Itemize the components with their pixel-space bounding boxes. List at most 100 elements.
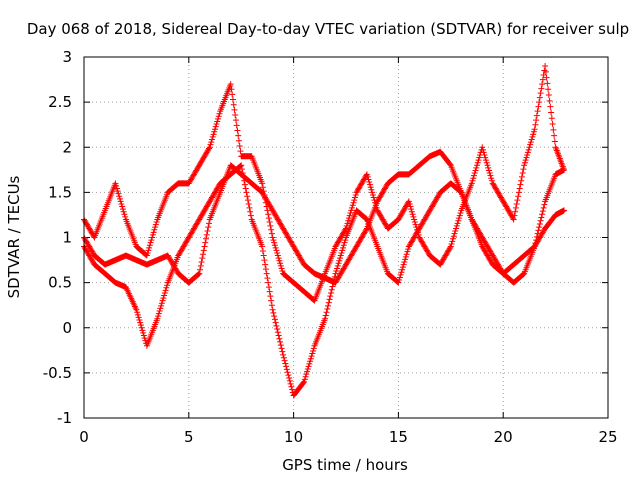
data-point — [244, 193, 251, 200]
data-point — [375, 208, 382, 215]
data-point — [411, 234, 418, 241]
data-point — [152, 221, 159, 228]
data-point — [354, 188, 361, 195]
data-point — [206, 220, 213, 227]
data-point — [148, 237, 155, 244]
data-point — [286, 237, 293, 244]
data-point — [187, 231, 194, 238]
data-point — [294, 249, 301, 256]
data-point — [397, 212, 404, 219]
data-point — [536, 224, 543, 231]
data-point — [298, 256, 305, 263]
data-point — [274, 326, 281, 333]
data-point — [161, 289, 168, 296]
data-point — [230, 101, 237, 108]
data-point — [301, 378, 308, 385]
data-point — [431, 199, 438, 206]
data-point — [488, 258, 495, 265]
data-point — [404, 248, 411, 255]
data-point — [203, 150, 210, 157]
data-point — [381, 186, 388, 193]
data-point — [540, 204, 547, 211]
data-point — [420, 219, 427, 226]
x-axis-label: GPS time / hours — [282, 456, 408, 474]
data-point — [471, 170, 478, 177]
data-point — [277, 220, 284, 227]
data-point — [441, 255, 448, 262]
data-point — [503, 203, 510, 210]
data-point — [383, 182, 390, 189]
data-point — [339, 268, 346, 275]
data-point — [203, 203, 210, 210]
data-point — [444, 248, 451, 255]
data-point — [403, 251, 410, 258]
data-point — [188, 230, 195, 237]
data-point — [283, 363, 290, 370]
data-point — [547, 103, 554, 110]
data-point — [212, 123, 219, 130]
data-point — [409, 237, 416, 244]
data-point — [86, 243, 93, 250]
data-point — [212, 189, 218, 196]
data-point — [275, 255, 282, 262]
data-point — [194, 219, 201, 226]
data-point — [155, 310, 162, 317]
data-point — [363, 172, 370, 179]
data-point — [528, 136, 535, 143]
data-point — [207, 197, 214, 204]
data-point — [287, 238, 294, 245]
data-point — [354, 240, 361, 247]
data-point — [494, 189, 501, 196]
data-point — [273, 322, 280, 329]
data-point — [272, 319, 279, 326]
data-point — [469, 217, 476, 224]
data-point — [422, 244, 429, 251]
data-point — [194, 166, 201, 173]
data-point — [232, 112, 239, 119]
data-point — [470, 219, 477, 226]
data-point — [534, 230, 541, 237]
data-point — [271, 313, 278, 320]
data-point — [402, 253, 409, 260]
data-point — [341, 264, 348, 271]
data-point — [488, 175, 495, 182]
data-point — [472, 167, 479, 174]
data-point — [195, 163, 202, 170]
data-point — [268, 204, 275, 211]
data-point — [471, 172, 478, 179]
data-point — [341, 228, 348, 235]
data-point — [279, 348, 286, 355]
data-point — [86, 226, 93, 233]
data-point — [381, 219, 388, 226]
data-point — [183, 238, 190, 245]
data-point — [211, 190, 218, 197]
data-point — [506, 208, 513, 215]
data-point — [417, 222, 424, 229]
data-point — [274, 215, 281, 222]
data-point — [289, 240, 296, 247]
data-point — [165, 253, 172, 260]
data-point — [203, 204, 210, 211]
data-point — [88, 229, 95, 236]
data-point — [235, 132, 242, 139]
data-point — [403, 202, 410, 209]
data-point — [357, 235, 364, 242]
data-point — [283, 231, 290, 238]
x-tick-label: 25 — [598, 428, 617, 446]
data-point — [475, 228, 482, 235]
data-point — [241, 181, 248, 188]
data-point — [338, 269, 345, 276]
data-point — [301, 376, 308, 383]
data-point — [235, 137, 242, 144]
data-point — [489, 252, 496, 259]
data-point — [88, 256, 95, 263]
data-point — [400, 207, 407, 214]
data-point — [420, 217, 427, 224]
data-point — [201, 207, 208, 214]
data-point — [491, 256, 498, 263]
data-point — [82, 246, 89, 253]
data-point — [278, 265, 285, 272]
data-point — [396, 213, 403, 220]
data-point — [200, 251, 207, 258]
data-point — [191, 171, 198, 178]
